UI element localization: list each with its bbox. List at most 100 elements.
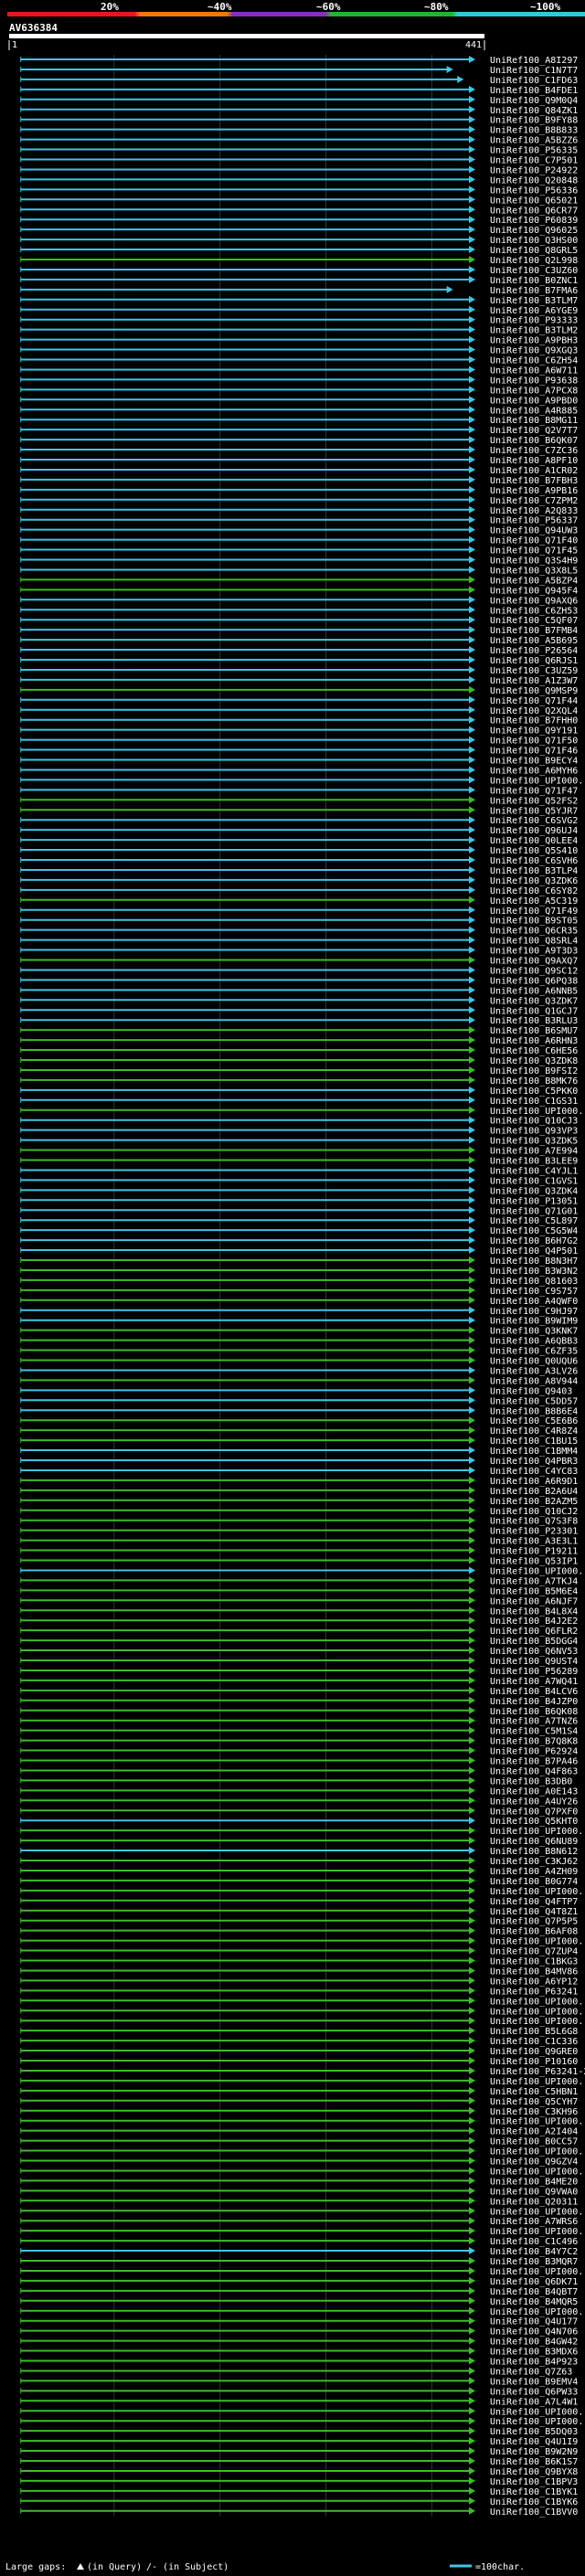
hit-label[interactable]: UniRef100_Q4FTP7 [490, 1897, 578, 1907]
hit-label[interactable]: UniRef100_B3TLP4 [490, 866, 578, 876]
hit-label[interactable]: UniRef100_Q52FS2 [490, 796, 578, 806]
hit-label[interactable]: UniRef100_Q10CJ2 [490, 1507, 578, 1517]
hit-label[interactable]: UniRef100_A4R885 [490, 406, 578, 416]
hit-label[interactable]: UniRef100_Q4F863 [490, 1766, 578, 1776]
hit-label[interactable]: UniRef100_Q71F45 [490, 546, 578, 557]
hit-label[interactable]: UniRef100_Q71F44 [490, 696, 578, 706]
hit-label[interactable]: UniRef100_P63241 [490, 1987, 578, 1997]
hit-label[interactable]: UniRef100_UPI000... [490, 2227, 585, 2237]
hit-label[interactable]: UniRef100_B3DB0 [490, 1776, 572, 1786]
hit-label[interactable]: UniRef100_Q3ZDK5 [490, 1137, 578, 1147]
hit-label[interactable]: UniRef100_Q5KHT0 [490, 1817, 578, 1827]
hit-label[interactable]: UniRef100_UPI000... [490, 2147, 585, 2157]
hit-label[interactable]: UniRef100_C4R8Z4 [490, 1426, 578, 1436]
hit-label[interactable]: UniRef100_P93638 [490, 376, 578, 386]
hit-label[interactable]: UniRef100_C5DD57 [490, 1396, 578, 1406]
hit-label[interactable]: UniRef100_B6K1S7 [490, 2457, 578, 2467]
hit-label[interactable]: UniRef100_UPI000... [490, 2117, 585, 2127]
hit-label[interactable]: UniRef100_A6RHN3 [490, 1036, 578, 1046]
hit-label[interactable]: UniRef100_Q8GRL5 [490, 246, 578, 256]
hit-label[interactable]: UniRef100_B3W3N2 [490, 1267, 578, 1277]
hit-label[interactable]: UniRef100_B7FMB4 [490, 626, 578, 636]
hit-label[interactable]: UniRef100_B4MV86 [490, 1966, 578, 1977]
hit-label[interactable]: UniRef100_A7E994 [490, 1147, 578, 1157]
hit-label[interactable]: UniRef100_C5G5W4 [490, 1226, 578, 1236]
hit-label[interactable]: UniRef100_B6H7G2 [490, 1236, 578, 1246]
hit-label[interactable]: UniRef100_C6ZH54 [490, 356, 578, 366]
hit-label[interactable]: UniRef100_B2A6U4 [490, 1487, 578, 1497]
hit-label[interactable]: UniRef100_C5QF07 [490, 616, 578, 626]
hit-label[interactable]: UniRef100_P10160 [490, 2057, 578, 2067]
hit-label[interactable]: UniRef100_P56335 [490, 146, 578, 156]
hit-label[interactable]: UniRef100_A2I404 [490, 2127, 578, 2137]
hit-label[interactable]: UniRef100_Q2XQL4 [490, 706, 578, 716]
hit-label[interactable]: UniRef100_A7TKJ4 [490, 1576, 578, 1586]
hit-label[interactable]: UniRef100_B6SMU7 [490, 1026, 578, 1036]
hit-label[interactable]: UniRef100_Q9AXQ7 [490, 957, 578, 967]
hit-label[interactable]: UniRef100_B4LCV6 [490, 1687, 578, 1697]
hit-label[interactable]: UniRef100_Q3ZDK7 [490, 996, 578, 1006]
hit-label[interactable]: UniRef100_C1FD63 [490, 76, 578, 86]
hit-label[interactable]: UniRef100_UPI000... [490, 1827, 585, 1837]
hit-label[interactable]: UniRef100_A6QBB3 [490, 1337, 578, 1347]
hit-label[interactable]: UniRef100_Q945F4 [490, 586, 578, 596]
hit-label[interactable]: UniRef100_Q7PXF0 [490, 1807, 578, 1817]
hit-label[interactable]: UniRef100_A4ZH09 [490, 1867, 578, 1877]
hit-label[interactable]: UniRef100_Q20848 [490, 175, 578, 186]
hit-label[interactable]: UniRef100_B5DQ03 [490, 2427, 578, 2437]
hit-label[interactable]: UniRef100_P26564 [490, 646, 578, 656]
hit-label[interactable]: UniRef100_B0ZNC1 [490, 276, 578, 286]
hit-label[interactable]: UniRef100_B0G774 [490, 1877, 578, 1887]
hit-label[interactable]: UniRef100_B4QBT7 [490, 2287, 578, 2297]
hit-label[interactable]: UniRef100_Q6PQ38 [490, 976, 578, 986]
hit-label[interactable]: UniRef100_A5BZZ6 [490, 136, 578, 146]
hit-label[interactable]: UniRef100_UPI000... [490, 2417, 585, 2427]
hit-label[interactable]: UniRef100_B4P923 [490, 2358, 578, 2368]
hit-label[interactable]: UniRef100_P56336 [490, 186, 578, 196]
hit-label[interactable]: UniRef100_B9ST05 [490, 917, 578, 927]
hit-label[interactable]: UniRef100_Q4P501 [490, 1246, 578, 1256]
hit-label[interactable]: UniRef100_Q2V7T7 [490, 426, 578, 436]
hit-label[interactable]: UniRef100_P62924 [490, 1747, 578, 1757]
hit-label[interactable]: UniRef100_Q71F49 [490, 906, 578, 917]
hit-label[interactable]: UniRef100_B4J2E2 [490, 1617, 578, 1627]
hit-label[interactable]: UniRef100_Q2L998 [490, 256, 578, 266]
hit-label[interactable]: UniRef100_B3MQR7 [490, 2257, 578, 2267]
hit-label[interactable]: UniRef100_A1CR02 [490, 466, 578, 476]
hit-label[interactable]: UniRef100_C6ZH53 [490, 606, 578, 616]
hit-label[interactable]: UniRef100_P56289 [490, 1667, 578, 1677]
hit-label[interactable]: UniRef100_C1BVV0 [490, 2507, 578, 2518]
hit-label[interactable]: UniRef100_A5BZP4 [490, 576, 578, 586]
hit-label[interactable]: UniRef100_P19211 [490, 1547, 578, 1557]
hit-label[interactable]: UniRef100_B3RLU3 [490, 1016, 578, 1026]
hit-label[interactable]: UniRef100_Q6CR77 [490, 206, 578, 216]
hit-label[interactable]: UniRef100_Q94UW3 [490, 526, 578, 536]
hit-label[interactable]: UniRef100_UPI000... [490, 2167, 585, 2177]
hit-label[interactable]: UniRef100_B4MQR5 [490, 2297, 578, 2307]
hit-label[interactable]: UniRef100_Q6NV53 [490, 1647, 578, 1657]
hit-label[interactable]: UniRef100_P56337 [490, 516, 578, 526]
hit-label[interactable]: UniRef100_A8V944 [490, 1376, 578, 1386]
hit-label[interactable]: UniRef100_Q9AXQ6 [490, 596, 578, 606]
hit-label[interactable]: UniRef100_Q9Y191 [490, 726, 578, 737]
hit-label[interactable]: UniRef100_C3KJ62 [490, 1857, 578, 1867]
hit-label[interactable]: UniRef100_A3E3L1 [490, 1537, 578, 1547]
hit-label[interactable]: UniRef100_C1N7T7 [490, 66, 578, 76]
hit-label[interactable]: UniRef100_C6ZF35 [490, 1347, 578, 1357]
hit-label[interactable]: UniRef100_Q3ZDK8 [490, 1056, 578, 1066]
hit-label[interactable]: UniRef100_A2Q833 [490, 506, 578, 516]
hit-label[interactable]: UniRef100_C7P501 [490, 156, 578, 166]
hit-label[interactable]: UniRef100_A6MYH6 [490, 766, 578, 776]
hit-label[interactable]: UniRef100_A6W711 [490, 366, 578, 376]
hit-label[interactable]: UniRef100_B7FMA6 [490, 286, 578, 296]
hit-label[interactable]: UniRef100_P93333 [490, 316, 578, 326]
hit-label[interactable]: UniRef100_C4YC83 [490, 1467, 578, 1477]
hit-label[interactable]: UniRef100_UPI000... [490, 2267, 585, 2277]
hit-label[interactable]: UniRef100_Q7S3F8 [490, 1517, 578, 1527]
hit-label[interactable]: UniRef100_Q71F46 [490, 747, 578, 757]
hit-label[interactable]: UniRef100_B4Y7C2 [490, 2247, 578, 2257]
hit-label[interactable]: UniRef100_Q9BYX8 [490, 2467, 578, 2477]
hit-label[interactable]: UniRef100_C9S757 [490, 1287, 578, 1297]
hit-label[interactable]: UniRef100_P23301 [490, 1527, 578, 1537]
hit-label[interactable]: UniRef100_C1BMM4 [490, 1447, 578, 1457]
